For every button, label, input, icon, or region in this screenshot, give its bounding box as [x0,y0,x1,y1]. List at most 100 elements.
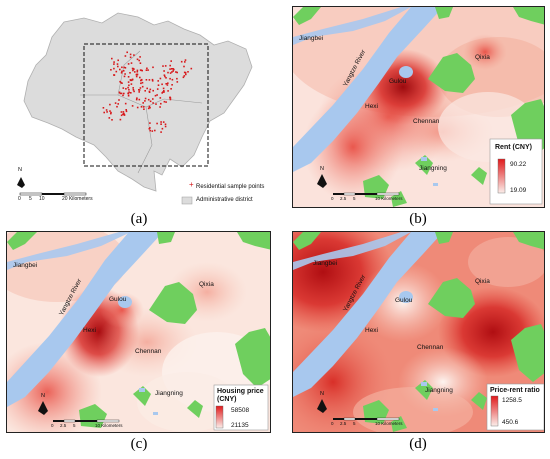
scale-tick-1: 2.5 [340,421,347,426]
sample-point [120,111,123,113]
sample-point [139,76,141,79]
scale-tick-0: 0 [51,423,54,428]
sample-point [148,127,151,130]
sample-point [162,91,164,93]
sample-point [113,67,115,70]
sample-point [160,102,162,105]
north-label: N [320,391,324,397]
sample-point [129,72,131,74]
sample-point [121,82,123,84]
sample-point [164,125,167,128]
sample-point [136,106,139,109]
panel-d-price-rent-ratio-map: Jiangbei Yangtze River Gulou Qixia Hexi … [292,231,545,433]
sample-point [156,122,158,125]
sample-point [148,90,151,93]
scale-tick-0: 0 [331,196,334,201]
label-gulou: Gulou [109,296,127,303]
sample-point [138,89,141,91]
sample-point [149,100,152,103]
sample-point [114,102,117,104]
residential-sample-points [102,51,193,133]
sample-point [141,81,144,84]
yangtze-river [293,7,443,172]
sample-point [144,90,146,92]
sample-point [148,105,151,108]
legend-min: 19.09 [510,187,527,194]
sample-point [128,84,130,87]
sample-point [164,65,167,67]
sample-point [133,90,135,93]
sample-point [113,61,115,63]
sample-point [111,119,113,121]
sample-point [135,98,138,101]
district-boundaries [80,50,203,174]
legend-sample-points-label: Residential sample points [196,184,265,190]
sample-point [124,73,126,75]
sample-point [184,61,186,63]
sample-point [117,65,119,68]
sample-point [141,85,144,88]
sample-point [109,110,111,112]
sample-point [119,92,121,95]
sample-point [120,72,123,74]
sample-point [149,122,151,124]
sample-point [122,87,125,89]
sample-point [127,94,130,97]
sample-point [122,111,125,113]
sample-point [160,121,162,123]
sample-point [140,82,142,85]
sample-point [130,79,133,82]
caption-c: (c) [130,436,148,452]
sample-point [121,66,123,69]
sample-point [127,63,130,65]
sample-point [124,55,127,57]
north-arrow [317,174,327,188]
sample-point [119,68,121,71]
sample-point [119,80,121,83]
sample-point [120,114,123,117]
sample-point [170,88,172,90]
zijin-mountain [428,53,475,93]
sample-point [154,129,156,132]
sample-point [149,127,151,129]
sample-point [147,107,150,110]
label-gulou: Gulou [389,78,407,85]
sample-point [167,82,169,84]
caption-a: (a) [130,211,148,227]
sample-point [183,65,185,68]
sample-point [123,66,126,69]
study-area-box [83,43,209,167]
sample-point [164,123,167,126]
sample-point [167,90,169,92]
sample-point [110,111,112,114]
north-label: N [320,166,324,172]
sample-point [165,101,167,103]
price-rent-ratio-heatmap [293,232,544,432]
yangtze-river [293,232,443,397]
sample-point [164,75,166,78]
sample-point [152,66,154,69]
sample-point [139,87,142,89]
legend-ramp [497,158,506,194]
sample-point [125,109,127,111]
sample-point [130,62,133,64]
sample-point [169,77,171,80]
sample-point [141,69,143,72]
sample-point [127,81,130,83]
sample-point [165,77,167,79]
sample-point [162,87,165,90]
panel-a-overview-map: + N 0 5 10 20 Kilometers Residential sam… [6,5,272,208]
sample-point [184,71,187,74]
sample-point [139,62,142,64]
district-outline [23,12,253,192]
sample-point [138,91,140,93]
label-jiangbei: Jiangbei [13,262,38,269]
sample-point [118,91,121,94]
sample-point [116,105,118,108]
sample-point [127,86,129,89]
legend-min: 21135 [231,422,249,429]
sample-point [127,92,130,95]
sample-point [183,75,186,77]
sample-point [132,89,135,91]
sample-point [123,92,125,95]
